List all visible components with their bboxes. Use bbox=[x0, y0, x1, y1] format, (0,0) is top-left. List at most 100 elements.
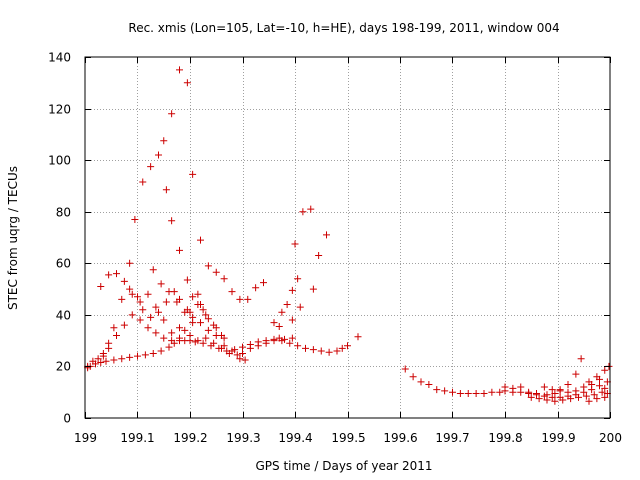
x-tick-label: 199.7 bbox=[435, 431, 469, 445]
y-tick-label: 20 bbox=[56, 360, 71, 374]
data-point bbox=[564, 388, 572, 396]
x-tick-label: 199.8 bbox=[488, 431, 522, 445]
data-point bbox=[417, 378, 425, 386]
data-point bbox=[162, 298, 170, 306]
data-point bbox=[509, 384, 517, 392]
data-point bbox=[496, 388, 504, 396]
data-point bbox=[204, 315, 212, 323]
data-point bbox=[176, 324, 183, 332]
data-point bbox=[126, 353, 134, 361]
data-point bbox=[197, 301, 204, 309]
data-point bbox=[296, 303, 304, 311]
y-tick-label: 80 bbox=[56, 206, 71, 220]
data-point bbox=[441, 387, 449, 395]
data-point bbox=[105, 339, 113, 347]
data-point bbox=[299, 208, 307, 216]
data-point bbox=[228, 288, 236, 296]
data-point bbox=[183, 276, 191, 284]
data-point bbox=[155, 308, 162, 316]
data-point bbox=[126, 259, 134, 267]
data-point bbox=[94, 355, 102, 363]
x-tick-label: 199.9 bbox=[541, 431, 575, 445]
data-point bbox=[144, 290, 152, 298]
data-point bbox=[241, 356, 249, 364]
data-point bbox=[593, 395, 601, 403]
data-point bbox=[286, 339, 294, 347]
data-point bbox=[543, 391, 551, 399]
y-tick-label: 60 bbox=[56, 257, 71, 271]
data-point bbox=[147, 163, 155, 171]
data-point bbox=[517, 383, 525, 391]
data-point bbox=[199, 306, 207, 314]
data-point bbox=[275, 322, 283, 330]
data-point bbox=[464, 390, 472, 398]
data-point bbox=[120, 277, 128, 285]
data-point bbox=[288, 334, 296, 342]
data-point bbox=[220, 275, 228, 283]
grid-lines bbox=[85, 57, 610, 418]
data-point bbox=[105, 271, 113, 279]
data-point bbox=[548, 386, 556, 394]
data-point bbox=[102, 357, 110, 365]
data-point bbox=[183, 79, 191, 87]
data-point bbox=[533, 390, 540, 398]
chart-title: Rec. xmis (Lon=105, Lat=-10, h=HE), days… bbox=[128, 21, 559, 35]
y-tick-label: 0 bbox=[63, 412, 71, 426]
x-tick-label: 199.4 bbox=[278, 431, 312, 445]
data-point bbox=[488, 388, 496, 396]
data-point bbox=[110, 356, 118, 364]
data-point bbox=[270, 337, 278, 345]
data-point bbox=[449, 388, 456, 396]
data-point bbox=[275, 334, 283, 342]
axis-ticks bbox=[85, 57, 611, 419]
data-point bbox=[559, 396, 567, 404]
data-point bbox=[425, 380, 433, 388]
data-point bbox=[118, 295, 126, 303]
x-tick-label: 200 bbox=[599, 431, 622, 445]
data-point bbox=[294, 275, 302, 283]
data-point bbox=[456, 390, 464, 398]
data-point bbox=[89, 357, 97, 365]
data-point bbox=[309, 285, 317, 293]
data-point bbox=[136, 316, 144, 324]
data-point bbox=[181, 308, 189, 316]
data-point bbox=[110, 324, 118, 332]
y-tick-label: 140 bbox=[48, 51, 71, 65]
data-point bbox=[317, 347, 325, 355]
data-point bbox=[239, 343, 246, 351]
data-point bbox=[480, 390, 488, 398]
data-point bbox=[278, 308, 286, 316]
data-point bbox=[134, 293, 141, 301]
data-point bbox=[291, 240, 299, 248]
data-point bbox=[165, 343, 173, 351]
x-tick-label: 199.6 bbox=[383, 431, 417, 445]
data-point bbox=[165, 288, 173, 296]
data-point bbox=[160, 316, 168, 324]
data-point bbox=[246, 344, 254, 352]
data-point bbox=[281, 335, 288, 343]
data-point bbox=[189, 293, 197, 301]
y-tick-label: 120 bbox=[48, 103, 71, 117]
data-point bbox=[236, 355, 244, 363]
data-point bbox=[168, 337, 176, 345]
data-point bbox=[254, 342, 262, 350]
data-point bbox=[210, 339, 218, 347]
x-tick-label: 199.1 bbox=[120, 431, 154, 445]
y-tick-labels: 0 20 40 60 80 100 120 140 bbox=[48, 51, 71, 426]
data-point bbox=[162, 186, 170, 194]
data-point bbox=[128, 290, 136, 298]
data-point bbox=[239, 350, 246, 358]
data-point bbox=[189, 319, 197, 327]
data-point bbox=[189, 170, 197, 178]
data-point bbox=[588, 380, 596, 388]
data-point bbox=[580, 383, 588, 391]
data-point bbox=[270, 319, 278, 327]
data-point bbox=[325, 348, 333, 356]
data-point bbox=[344, 342, 351, 350]
data-point bbox=[152, 303, 160, 311]
data-point bbox=[548, 393, 556, 401]
data-points bbox=[84, 66, 613, 405]
data-point bbox=[590, 391, 598, 399]
data-point bbox=[577, 355, 585, 363]
